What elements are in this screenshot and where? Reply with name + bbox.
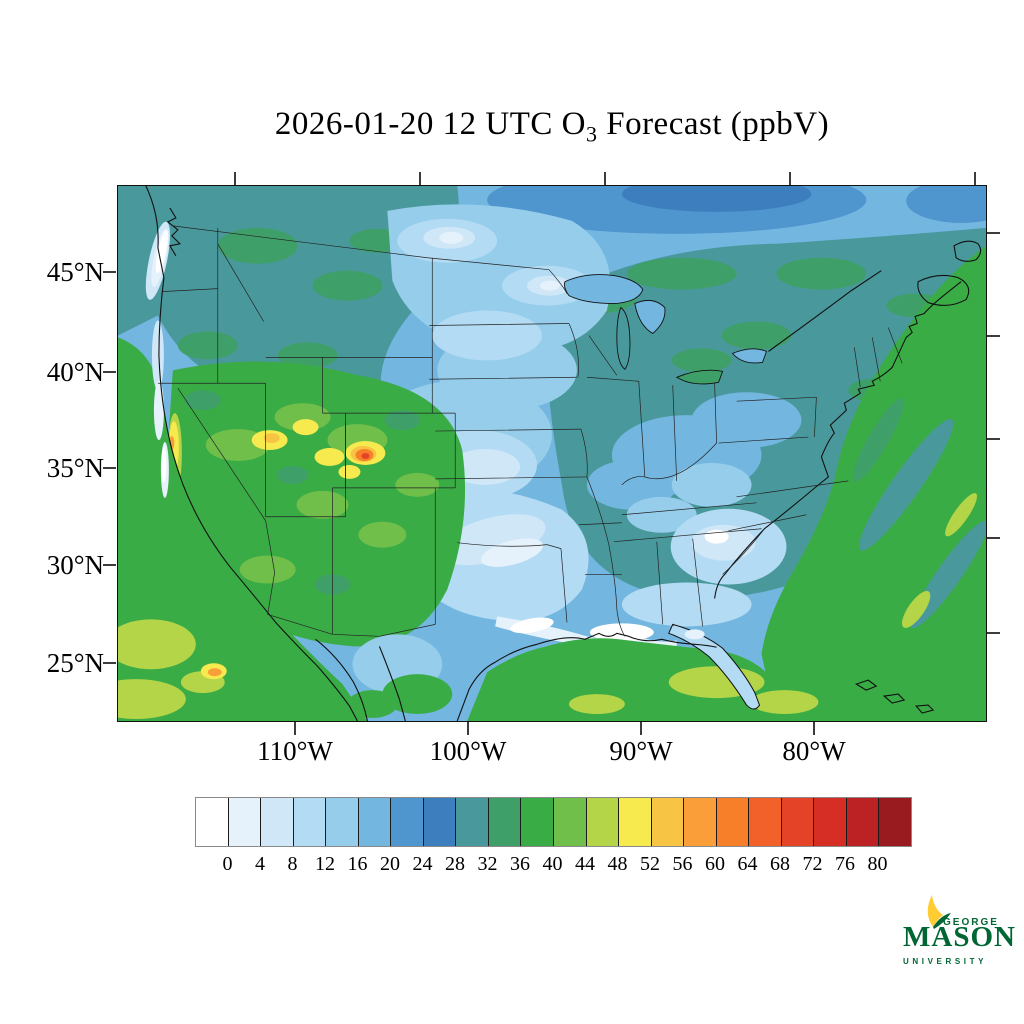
colorbar-cell (846, 798, 880, 846)
colorbar-tick-label: 64 (737, 853, 758, 875)
colorbar-cell (586, 798, 620, 846)
colorbar-cell (228, 798, 262, 846)
lat-tick-right (987, 438, 1000, 440)
colorbar-tick-label: 52 (640, 853, 660, 875)
colorbar-cell (814, 798, 847, 846)
colorbar-cell (781, 798, 815, 846)
lon-label: 100°W (429, 736, 507, 766)
lon-tick-top (234, 172, 236, 185)
figure-title: 2026-01-20 12 UTC O3 Forecast (ppbV) (117, 106, 987, 145)
colorbar-tick-label: 80 (867, 853, 888, 875)
colorbar-tick-label: 20 (380, 853, 400, 875)
colorbar-cell (488, 798, 522, 846)
lat-tick-left (103, 467, 116, 469)
colorbar-tick-label: 28 (445, 853, 465, 875)
lat-label: 45°N (46, 257, 104, 287)
colorbar-tick-label: 72 (802, 853, 823, 875)
state-borders (157, 225, 903, 637)
lon-tick-bottom (640, 722, 642, 735)
colorbar-cell (619, 798, 652, 846)
lon-label: 110°W (257, 736, 333, 766)
colorbar-cell (716, 798, 750, 846)
colorbar-cell (521, 798, 555, 846)
colorbar-tick-label: 24 (412, 853, 433, 875)
lat-label: 40°N (46, 357, 104, 387)
lat-tick-left (103, 662, 116, 664)
colorbar-tick-label: 40 (542, 853, 563, 875)
gmu-logo: GEORGE MASON UNIVERSITY (893, 895, 1023, 972)
logo-george-text: GEORGE (943, 917, 999, 928)
colorbar-cell (196, 798, 229, 846)
lat-tick-right (987, 232, 1000, 234)
colorbar-tick-label: 56 (672, 853, 693, 875)
colorbar-cell (326, 798, 359, 846)
map-plot-area (117, 185, 987, 722)
logo-university-text: UNIVERSITY (903, 957, 988, 966)
title-prefix: 2026-01-20 12 UTC O (274, 106, 586, 142)
lon-label: 80°W (782, 736, 846, 766)
colorbar-cell (423, 798, 457, 846)
colorbar-tick-label: 8 (287, 853, 298, 875)
lat-tick-right (987, 335, 1000, 337)
colorbar-tick-label: 36 (510, 853, 530, 875)
lon-tick-bottom (467, 722, 469, 735)
title-suffix: Forecast (ppbV) (597, 106, 830, 142)
logo-mason-text: MASON (903, 921, 1016, 953)
colorbar-tick-label: 60 (705, 853, 725, 875)
colorbar-cell (651, 798, 685, 846)
ozone-contour-map (118, 186, 986, 721)
colorbar-tick-label: 12 (315, 853, 335, 875)
colorbar-cell (391, 798, 424, 846)
great-lakes (564, 274, 768, 385)
lon-tick-top (604, 172, 606, 185)
colorbar-cell (684, 798, 717, 846)
coastlines (145, 186, 982, 721)
colorbar-cell (456, 798, 489, 846)
lat-label: 25°N (46, 648, 104, 678)
lon-tick-bottom (813, 722, 815, 735)
gmu-leaf-icon (927, 895, 951, 929)
lon-label: 90°W (609, 736, 673, 766)
colorbar (195, 797, 912, 847)
lat-tick-right (987, 537, 1000, 539)
lon-tick-top (974, 172, 976, 185)
colorbar-tick-label: 0 (222, 853, 233, 875)
colorbar-tick-label: 68 (770, 853, 790, 875)
lat-tick-right (987, 632, 1000, 634)
ozone-field (118, 186, 986, 721)
colorbar-cell (879, 798, 912, 846)
colorbar-tick-label: 16 (347, 853, 368, 875)
colorbar-tick-label: 44 (575, 853, 595, 875)
lat-label: 35°N (46, 453, 104, 483)
colorbar-cell (293, 798, 327, 846)
lat-label: 30°N (46, 550, 104, 580)
colorbar-cell (261, 798, 294, 846)
lat-tick-left (103, 271, 116, 273)
lon-tick-bottom (294, 722, 296, 735)
colorbar-tick-label: 4 (255, 853, 265, 875)
colorbar-tick-label: 76 (835, 853, 855, 875)
colorbar-tick-label: 32 (477, 853, 498, 875)
lon-tick-top (789, 172, 791, 185)
lat-tick-left (103, 564, 116, 566)
lon-tick-top (419, 172, 421, 185)
lat-tick-left (103, 371, 116, 373)
colorbar-cell (749, 798, 782, 846)
title-subscript: 3 (585, 121, 598, 147)
colorbar-cell (358, 798, 392, 846)
colorbar-tick-label: 48 (607, 853, 628, 875)
colorbar-cell (554, 798, 587, 846)
